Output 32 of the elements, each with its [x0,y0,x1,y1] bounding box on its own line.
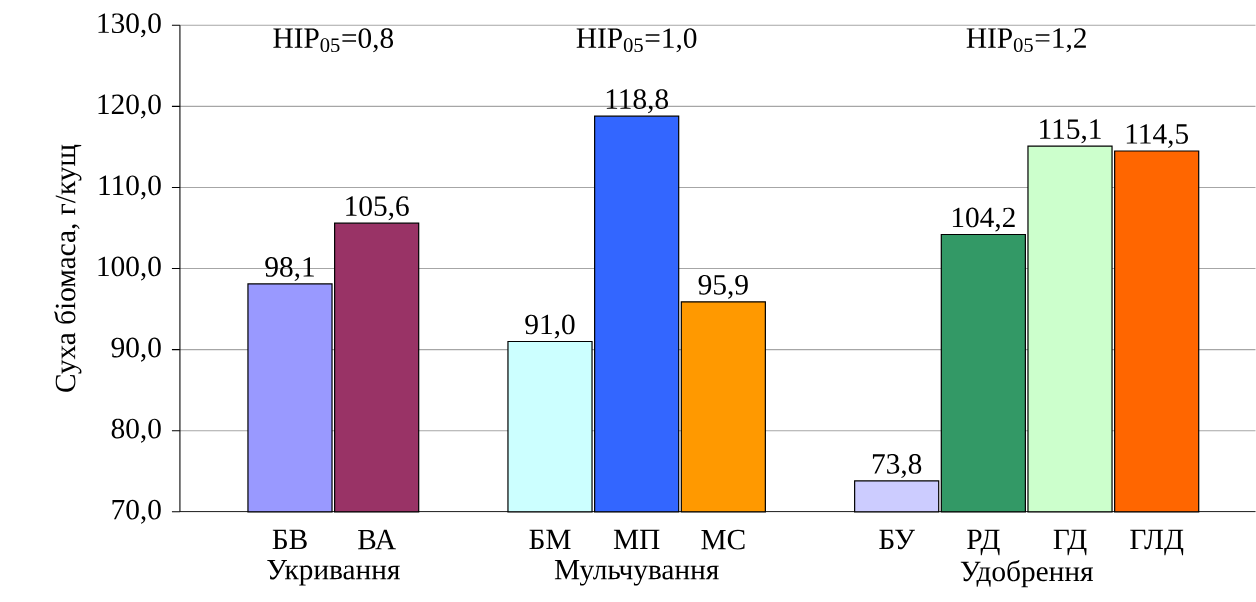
x-tick-label: ВА [358,529,396,550]
data-label: 91,0 [525,314,575,339]
y-axis-title: Суха біомаса, г/кущ [54,144,82,392]
x-tick-label: МС [701,529,745,550]
y-tick-label: 70,0 [112,499,161,524]
y-tick-label: 80,0 [111,418,161,443]
data-label: 73,8 [872,453,922,478]
x-tick-label: МП [613,529,660,549]
x-tick-label: БУ [879,529,915,550]
annotation: НІР$_{05}$=1,0 [576,28,697,53]
y-tick-label: 130,0 [98,13,161,38]
data-label: 118,8 [606,88,668,113]
data-label: 104,2 [952,207,1015,232]
data-label: 95,9 [698,274,748,299]
annotation: НІР$_{05}$=1,2 [966,28,1086,52]
data-label: 98,1 [265,256,314,281]
data-label: 105,6 [346,196,409,221]
x-tick-label: РД [967,529,1000,556]
text: Удобрення [960,559,1093,588]
data-label: 114,5 [1126,123,1188,148]
x-tick-label: ГЛД [1130,529,1184,556]
y-tick-label: 100,0 [98,256,161,281]
x-tick-label: БВ [272,529,307,549]
y-tick-label: 110,0 [99,175,161,200]
annotation: НІР$_{05}$=0,8 [273,28,394,53]
y-tick-label: 120,0 [98,94,161,119]
x-tick-label: ГД [1053,529,1087,556]
text: Укривання [267,559,400,586]
data-label: 115,1 [1040,119,1101,143]
y-tick-label: 90,0 [111,337,161,362]
x-tick-label: БМ [529,529,571,549]
text: Мульчування [554,559,719,586]
